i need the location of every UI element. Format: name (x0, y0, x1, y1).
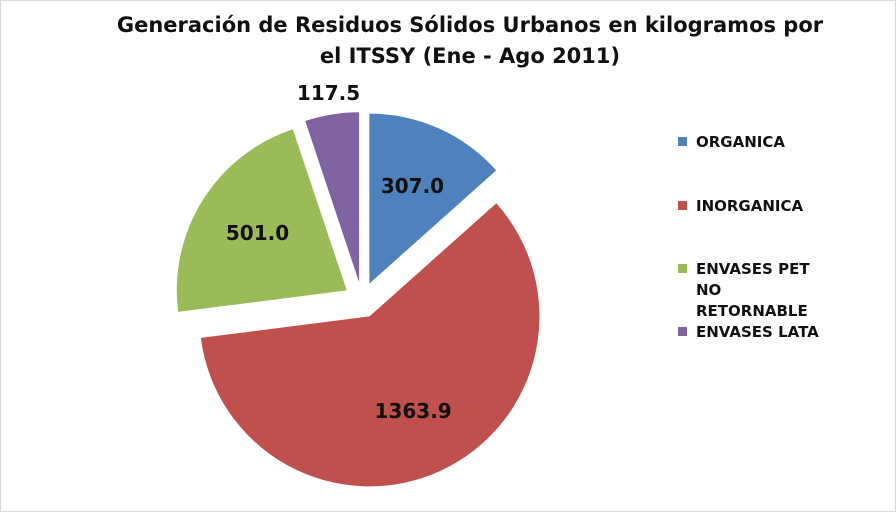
legend-swatch (678, 264, 687, 273)
legend-item: ENVASES PET NO RETORNABLE (678, 259, 828, 322)
data-label: 307.0 (381, 174, 444, 198)
legend-swatch (678, 327, 687, 336)
data-label: 501.0 (226, 221, 289, 245)
data-label: 117.5 (297, 81, 360, 105)
legend-label: ENVASES PET NO RETORNABLE (696, 260, 810, 320)
data-label: 1363.9 (375, 399, 452, 423)
legend-item: ENVASES LATA (678, 322, 828, 343)
legend-item: ORGANICA (678, 132, 828, 153)
pie-slice (176, 129, 347, 312)
legend-label: ORGANICA (696, 133, 785, 151)
chart-title: Generación de Residuos Sólidos Urbanos e… (116, 13, 824, 68)
pie-slice (200, 203, 540, 487)
legend-swatch (678, 201, 687, 210)
legend-label: ENVASES LATA (696, 323, 819, 341)
legend-item: INORGANICA (678, 196, 828, 217)
legend-label: INORGANICA (696, 197, 804, 215)
pie-slice (369, 113, 497, 284)
legend-swatch (678, 137, 687, 146)
pie-slice (305, 112, 360, 283)
